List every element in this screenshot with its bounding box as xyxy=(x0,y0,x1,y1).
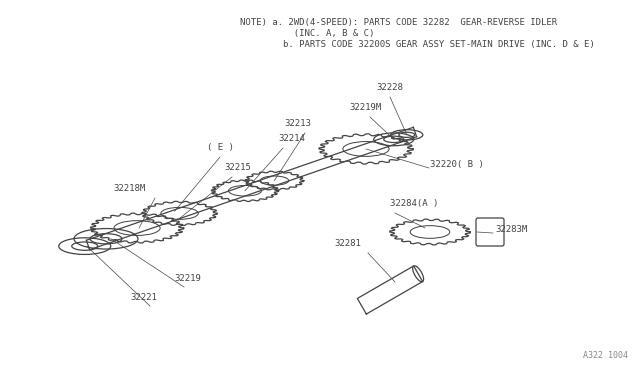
Text: 32214: 32214 xyxy=(278,134,305,143)
Text: 32284(A ): 32284(A ) xyxy=(390,199,438,208)
Text: 32218M: 32218M xyxy=(113,184,145,193)
Text: 32215: 32215 xyxy=(224,163,251,172)
Text: 32219M: 32219M xyxy=(349,103,381,112)
Text: 32213: 32213 xyxy=(285,119,312,128)
Text: 32228: 32228 xyxy=(376,83,403,92)
Text: 32219: 32219 xyxy=(174,274,201,283)
Text: A322 1004: A322 1004 xyxy=(583,351,628,360)
Text: ( E ): ( E ) xyxy=(207,143,234,152)
Text: 32221: 32221 xyxy=(130,293,157,302)
Text: 32281: 32281 xyxy=(335,239,362,248)
Text: NOTE) a. 2WD(4-SPEED): PARTS CODE 32282  GEAR-REVERSE IDLER: NOTE) a. 2WD(4-SPEED): PARTS CODE 32282 … xyxy=(240,18,557,27)
Text: 32220( B ): 32220( B ) xyxy=(430,160,484,170)
Text: (INC. A, B & C): (INC. A, B & C) xyxy=(240,29,374,38)
Text: 32283M: 32283M xyxy=(495,225,527,234)
Text: b. PARTS CODE 32200S GEAR ASSY SET-MAIN DRIVE (INC. D & E): b. PARTS CODE 32200S GEAR ASSY SET-MAIN … xyxy=(240,40,595,49)
